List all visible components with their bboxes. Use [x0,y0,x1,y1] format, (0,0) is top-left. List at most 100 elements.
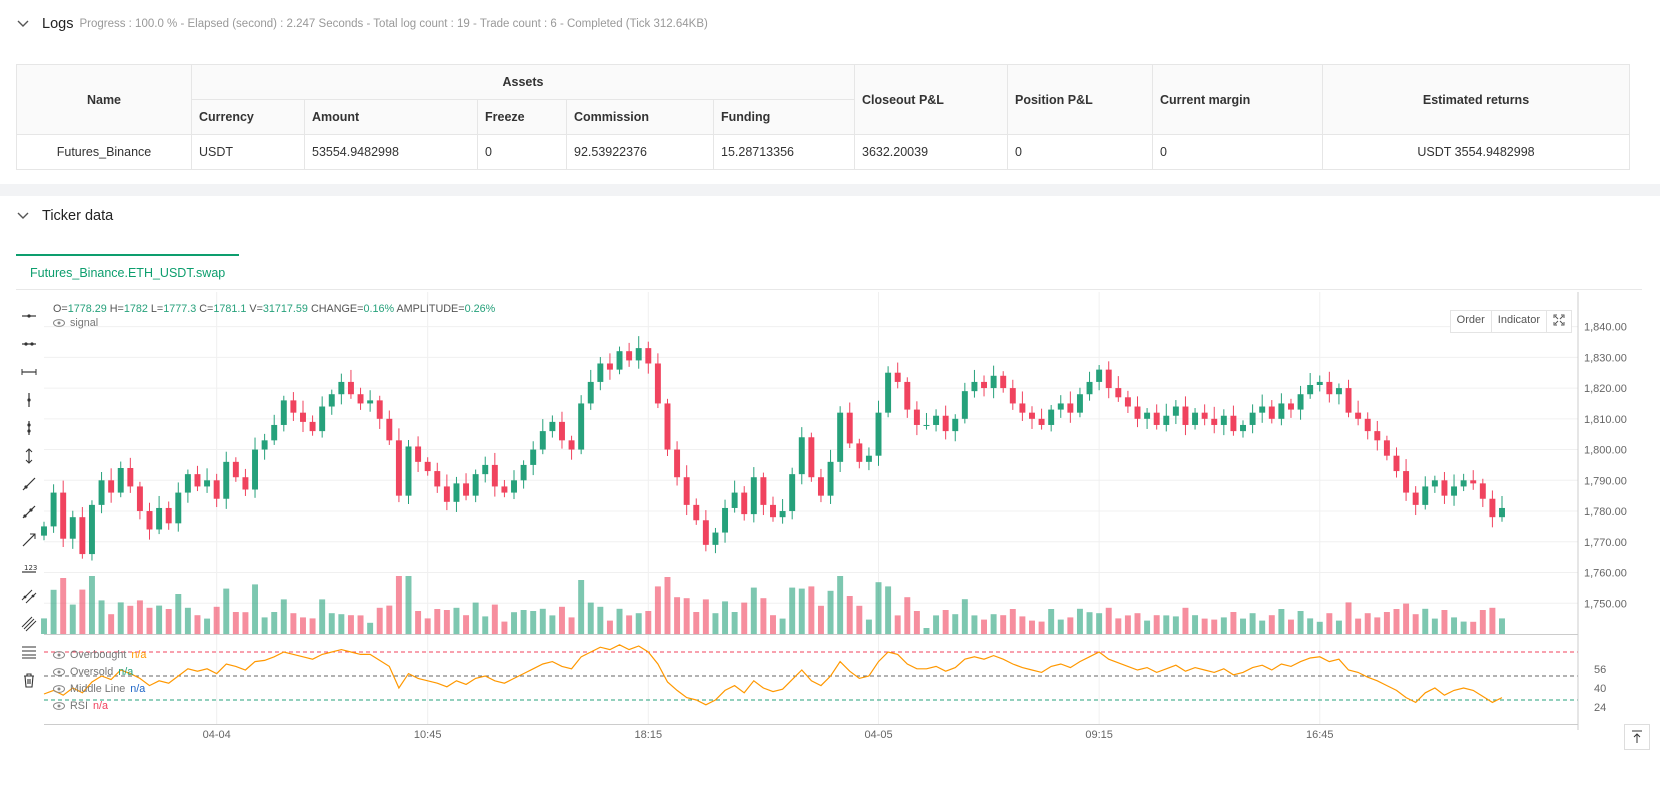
candle [501,486,508,493]
volume-bar [1057,619,1064,634]
segment-line-icon[interactable] [18,526,40,554]
ticker-header[interactable]: Ticker data [16,208,113,224]
candle [1134,406,1141,419]
candle [146,511,153,530]
volume-bar [568,617,575,634]
candle [415,446,422,462]
volume-bar [1403,603,1410,634]
order-button[interactable]: Order [1450,311,1492,332]
vertical-segment-icon[interactable] [18,442,40,470]
candle [702,520,709,545]
volume-bar [587,602,594,634]
volume-bar [328,613,335,634]
volume-bar [664,577,671,634]
eye-icon[interactable] [53,685,65,693]
candle [511,480,517,493]
vertical-ray-icon[interactable] [18,414,40,442]
candle [750,477,757,515]
candle [1393,455,1400,472]
volume-bar [501,621,508,634]
volume-bar [1268,615,1275,634]
price-tick-label: 1,840.00 [1584,322,1627,334]
candle [1374,431,1381,441]
ray-line-icon[interactable] [18,498,40,526]
candle [271,424,278,441]
volume-bar [1451,617,1458,634]
pitchfork-icon[interactable] [18,610,40,638]
rsi-line [43,644,1503,706]
trash-icon[interactable] [18,666,40,694]
volume-bar [136,600,143,634]
eye-icon[interactable] [53,319,65,327]
candle [1201,412,1208,419]
candle [1441,480,1448,496]
col-commission: Commission [566,99,714,135]
legend-overbought-label: Overbought [70,649,127,661]
horizontal-line-icon[interactable] [18,330,40,358]
eye-icon[interactable] [53,668,65,676]
logs-header[interactable]: Logs Progress : 100.0 % - Elapsed (secon… [16,16,708,32]
col-funding: Funding [713,99,855,135]
volume-bar [98,600,105,634]
candle [290,400,297,413]
candle [300,412,306,422]
volume-bar [223,588,230,634]
price-chart[interactable]: 1,840.00 1,830.00 1,820.00 1,810.00 1,800.00… [0,292,1660,802]
horizontal-segment-icon[interactable] [18,358,40,386]
chevron-down-icon[interactable] [16,209,30,223]
candle [204,480,211,487]
candle [578,403,585,450]
tab-eth-usdt-swap[interactable]: Futures_Binance.ETH_USDT.swap [16,254,240,289]
cell-name: Futures_Binance [16,134,192,170]
legend-oversold[interactable]: Oversold n/a [53,666,133,678]
volume-bar [88,576,95,634]
logs-panel: Logs Progress : 100.0 % - Elapsed (secon… [0,0,1660,184]
chevron-down-icon[interactable] [16,17,30,31]
volume-bar [271,612,278,634]
vertical-line-icon[interactable] [18,386,40,414]
eye-icon[interactable] [53,651,65,659]
legend-rsi[interactable]: RSI n/a [53,700,108,712]
candle [1124,397,1131,407]
candle [424,461,431,472]
candle [1115,388,1122,398]
horizontal-ray-icon[interactable] [18,302,40,330]
col-assets: Assets [191,64,855,100]
price-range-icon[interactable]: 123 [18,554,40,582]
fib-levels-icon[interactable] [18,638,40,666]
rsi-pane [43,644,1578,706]
volume-bar [309,618,316,634]
candle [108,480,115,493]
volume-bar [1383,612,1390,634]
legend-middle-line[interactable]: Middle Line n/a [53,683,145,695]
candle [913,409,920,425]
trend-line-icon[interactable] [18,470,40,498]
volume-bar [252,584,258,634]
candle [856,443,863,462]
candle [252,449,258,490]
volume-bar [741,602,748,634]
eye-icon[interactable] [53,702,65,710]
candle [1307,385,1314,395]
volume-bar [376,607,383,634]
candle [885,372,892,413]
indicator-button[interactable]: Indicator [1491,311,1547,332]
candle [817,477,824,496]
legend-overbought[interactable]: Overbought n/a [53,649,146,661]
volume-bar [242,612,249,634]
parallel-channel-icon[interactable] [18,582,40,610]
candle [1172,406,1179,416]
candle [1364,418,1371,432]
close-value: 1781.1 [213,303,247,315]
low-value: 1777.3 [163,303,197,315]
col-freeze: Freeze [477,99,567,135]
scroll-to-top-icon[interactable] [1624,724,1650,750]
volume-bar [1374,617,1381,634]
candle [683,477,690,505]
legend-signal[interactable]: signal [53,317,98,329]
volume-bar [559,606,565,634]
volume-bar [300,617,306,634]
fullscreen-icon[interactable] [1547,311,1571,332]
candle [693,504,700,521]
candle [1288,403,1294,410]
